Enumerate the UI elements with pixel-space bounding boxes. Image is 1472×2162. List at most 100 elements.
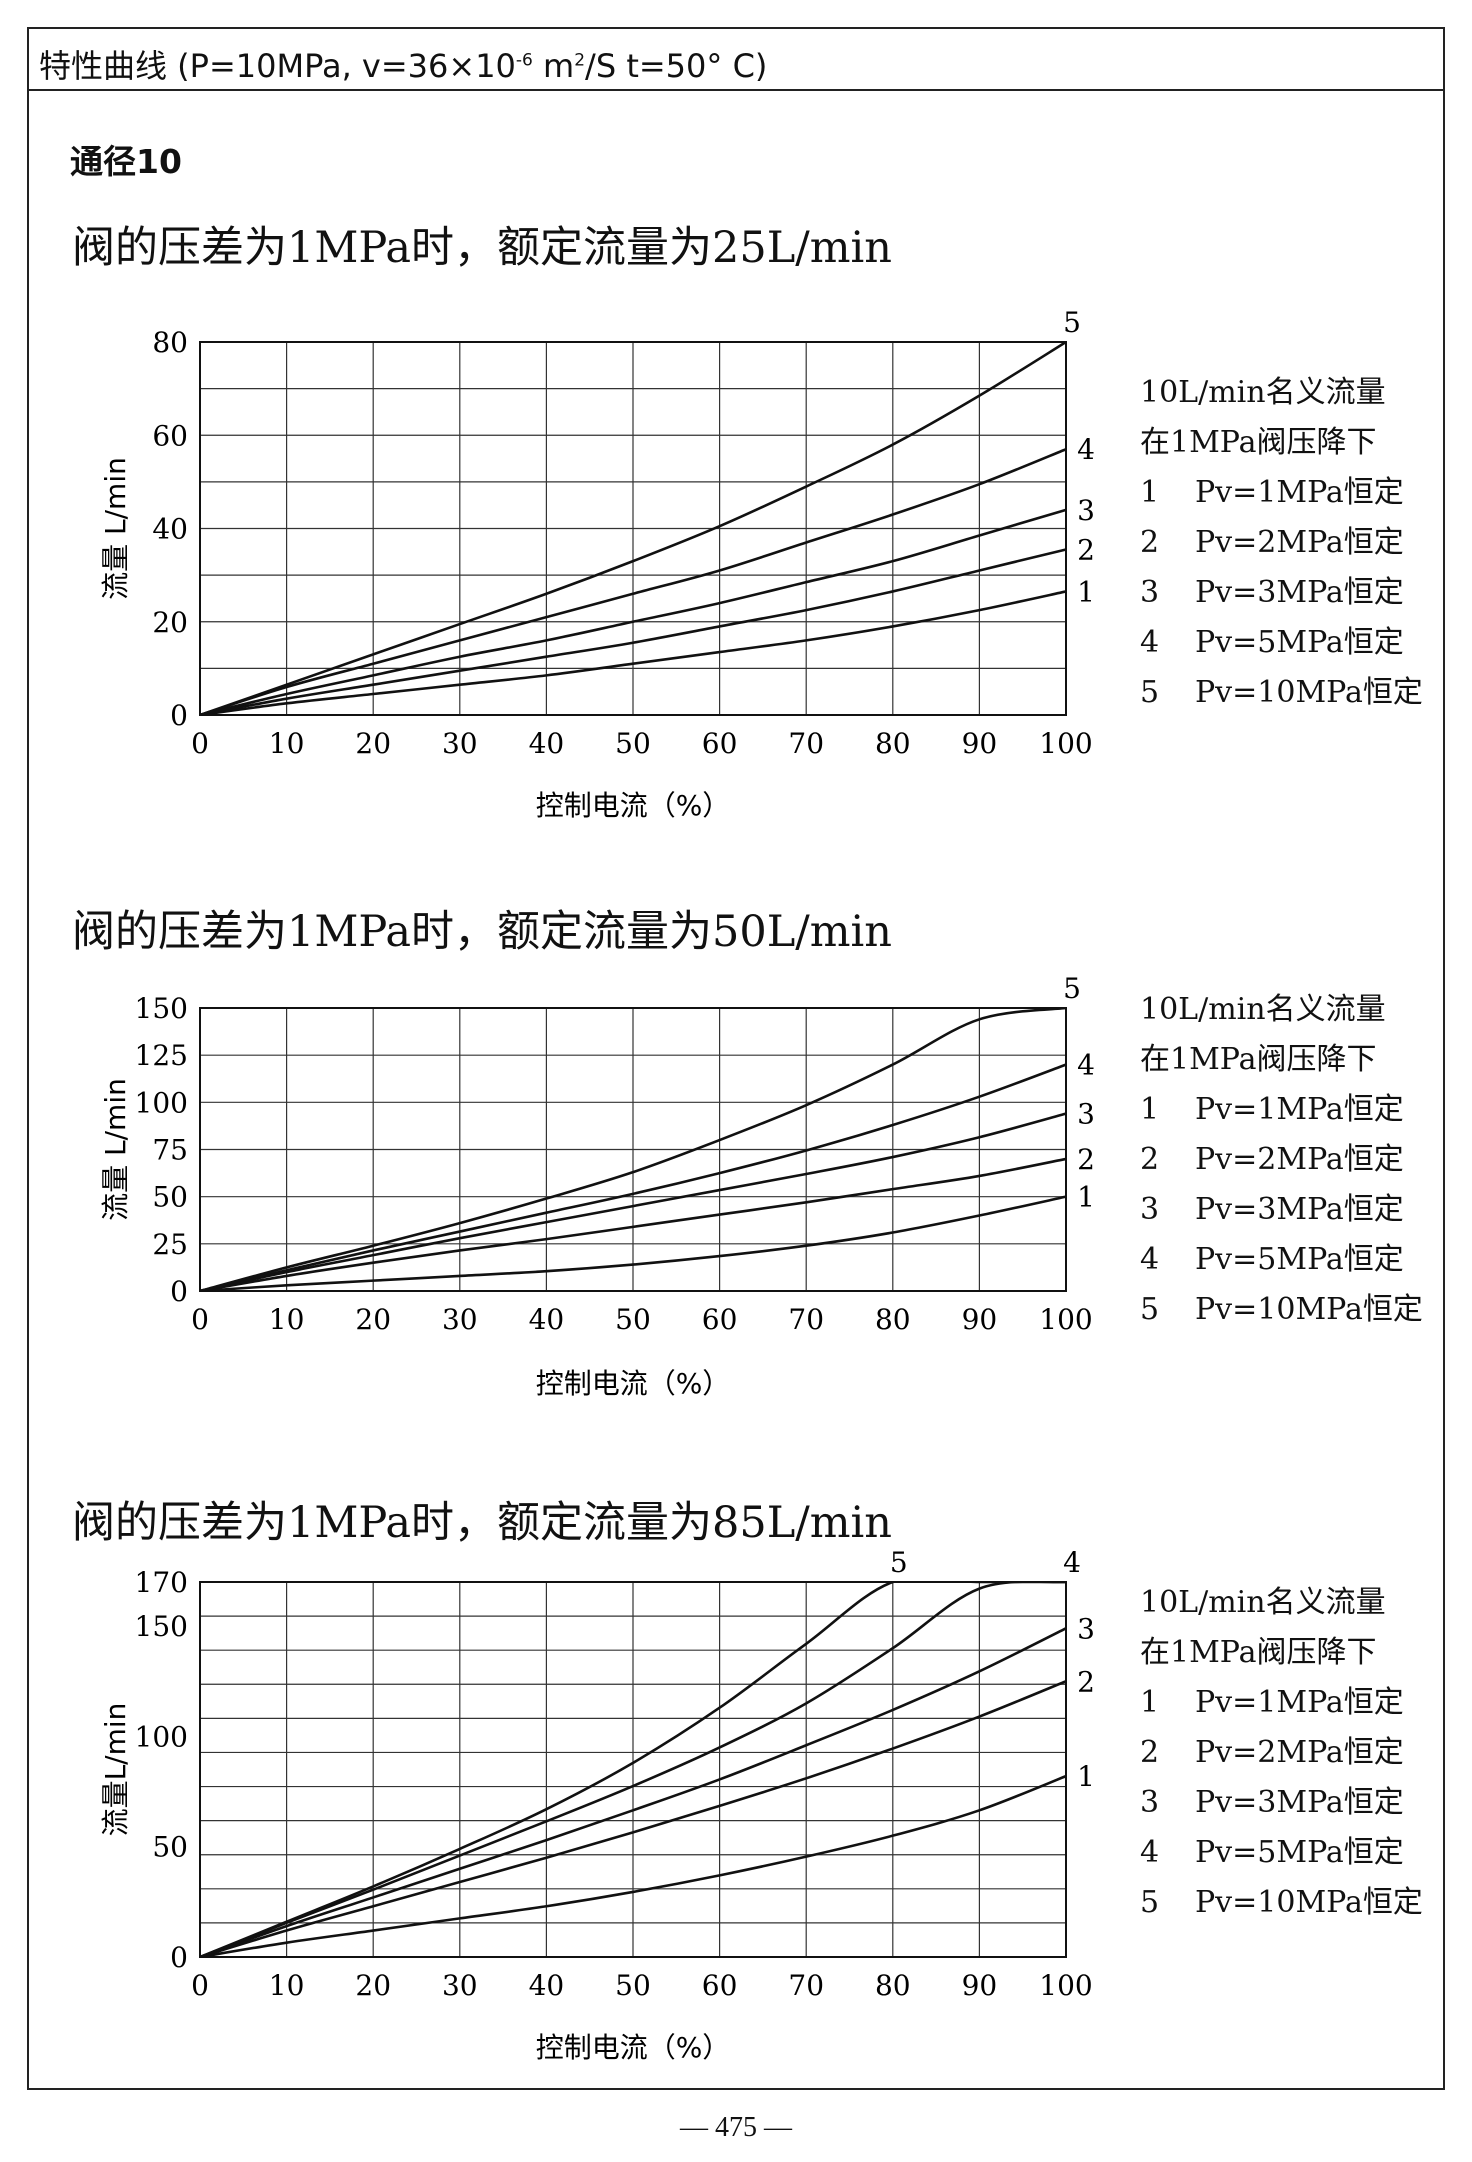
legend-item-1: 1 Pv=1MPa恒定 (1140, 1092, 1404, 1127)
x-tick-label: 80 (875, 1969, 911, 2002)
y-tick-label: 60 (152, 419, 188, 452)
y-tick-label: 100 (135, 1720, 188, 1753)
x-tick-label: 50 (615, 1969, 651, 2002)
series-line-4 (200, 1581, 1067, 1958)
x-axis-label: 控制电流（%） (536, 1367, 731, 1400)
plot-frame (199, 1581, 1067, 1958)
x-tick-label: 70 (788, 1303, 824, 1336)
legend-item-1: 1 Pv=1MPa恒定 (1140, 475, 1404, 510)
legend-heading-1: 10L/min名义流量 (1140, 375, 1386, 410)
header-title: 特性曲线 (P=10MPa, v=36×10-6 m2/S t=50° C) (39, 47, 768, 85)
grid (199, 1008, 1067, 1291)
x-tick-label: 90 (962, 1969, 998, 2002)
x-tick-label: 40 (529, 727, 565, 760)
series-label-2: 2 (1077, 1143, 1095, 1176)
chart-1-heading: 阀的压差为1MPa时，额定流量为25L/min (72, 223, 893, 273)
chart-2-legend: 10L/min名义流量 在1MPa阀压降下 1 Pv=1MPa恒定 2 Pv=2MP… (1140, 985, 1423, 1335)
x-tick-label: 0 (191, 1303, 209, 1336)
y-tick-label: 75 (152, 1134, 188, 1167)
x-tick-label: 10 (269, 1303, 305, 1336)
x-axis-label: 控制电流（%） (536, 789, 731, 822)
y-tick-label: 0 (170, 1275, 188, 1308)
legend-item-2: 2 Pv=2MPa恒定 (1140, 1735, 1404, 1770)
plot-frame (199, 341, 1067, 716)
x-tick-label: 10 (269, 727, 305, 760)
legend-heading-2: 在1MPa阀压降下 (1140, 1042, 1377, 1077)
x-tick-label: 30 (442, 1969, 478, 2002)
series-line-2 (200, 548, 1067, 716)
x-tick-label: 20 (355, 1303, 391, 1336)
series-label-4: 4 (1077, 1049, 1095, 1082)
series-label-4: 4 (1077, 433, 1095, 466)
chart-2-heading: 阀的压差为1MPa时，额定流量为50L/min (72, 907, 893, 957)
legend-item-5: 5 Pv=10MPa恒定 (1140, 1292, 1423, 1327)
chart-3-heading: 阀的压差为1MPa时，额定流量为85L/min (72, 1498, 893, 1548)
grid (199, 1582, 1067, 1957)
chart-3: 0 10 20 30 40 50 60 70 80 90 100 0 50 100 150 170 控制电流（%… (99, 1546, 1095, 2064)
legend-item-3: 3 Pv=3MPa恒定 (1140, 575, 1404, 610)
x-tick-label: 40 (529, 1303, 565, 1336)
chart-1-legend: 10L/min名义流量 在1MPa阀压降下 1 Pv=1MPa恒定 2 Pv=2MP… (1140, 368, 1423, 718)
section-title: 通径10 (70, 142, 182, 181)
y-axis-label: 流量L/min (99, 1703, 132, 1837)
legend-item-5: 5 Pv=10MPa恒定 (1140, 1885, 1423, 1920)
legend-item-5: 5 Pv=10MPa恒定 (1140, 675, 1423, 710)
x-tick-label: 100 (1039, 727, 1092, 760)
series-line-2 (200, 1157, 1067, 1292)
series-label-3: 3 (1077, 494, 1095, 527)
y-tick-label: 170 (135, 1566, 188, 1599)
y-tick-label: 150 (135, 992, 188, 1025)
legend-item-3: 3 Pv=3MPa恒定 (1140, 1192, 1404, 1227)
legend-item-2: 2 Pv=2MPa恒定 (1140, 1142, 1404, 1177)
series-label-1: 1 (1077, 575, 1095, 608)
series-label-5: 5 (1063, 972, 1081, 1005)
x-tick-label: 80 (875, 1303, 911, 1336)
x-tick-label: 100 (1039, 1969, 1092, 2002)
legend-heading-1: 10L/min名义流量 (1140, 992, 1386, 1027)
legend-item-1: 1 Pv=1MPa恒定 (1140, 1685, 1404, 1720)
legend-item-4: 4 Pv=5MPa恒定 (1140, 625, 1404, 660)
series-line-1 (200, 1195, 1067, 1292)
series-line-5 (200, 1007, 1067, 1292)
y-tick-label: 40 (152, 513, 188, 546)
series-line-4 (200, 1063, 1067, 1292)
x-tick-label: 90 (962, 727, 998, 760)
x-tick-label: 80 (875, 727, 911, 760)
x-tick-label: 60 (702, 1969, 738, 2002)
y-tick-label: 0 (170, 699, 188, 732)
series-line-1 (200, 1774, 1067, 1958)
y-tick-label: 50 (152, 1181, 188, 1214)
y-tick-label: 100 (135, 1086, 188, 1119)
y-tick-label: 0 (170, 1941, 188, 1974)
page-frame: 特性曲线 (P=10MPa, v=36×10-6 m2/S t=50° C) (27, 27, 1445, 2090)
x-tick-label: 70 (788, 1969, 824, 2002)
x-tick-label: 50 (615, 727, 651, 760)
header-bar: 特性曲线 (P=10MPa, v=36×10-6 m2/S t=50° C) (29, 29, 1443, 91)
x-tick-label: 90 (962, 1303, 998, 1336)
series-label-4: 4 (1063, 1546, 1081, 1579)
series-line-2 (200, 1680, 1067, 1958)
series-line-4 (200, 448, 1067, 716)
y-tick-label: 150 (135, 1610, 188, 1643)
series-label-2: 2 (1077, 1665, 1095, 1698)
series-line-3 (200, 1627, 1067, 1958)
plot-frame (199, 1007, 1067, 1292)
x-tick-label: 40 (529, 1969, 565, 2002)
series-line-3 (200, 508, 1067, 716)
grid (199, 342, 1067, 715)
legend-item-2: 2 Pv=2MPa恒定 (1140, 525, 1404, 560)
legend-heading-2: 在1MPa阀压降下 (1140, 1635, 1377, 1670)
x-tick-label: 60 (702, 1303, 738, 1336)
y-tick-label: 50 (152, 1831, 188, 1864)
chart-2: 0 10 20 30 40 50 60 70 80 90 1000255075100125150控制… (99, 972, 1095, 1400)
y-axis-label: 流量 L/min (99, 1078, 132, 1221)
x-tick-label: 100 (1039, 1303, 1092, 1336)
x-tick-label: 0 (191, 727, 209, 760)
y-tick-label: 125 (135, 1039, 188, 1072)
series-label-1: 1 (1077, 1760, 1095, 1793)
series-line-5 (200, 341, 1067, 716)
x-tick-label: 20 (355, 1969, 391, 2002)
legend-heading-2: 在1MPa阀压降下 (1140, 425, 1377, 460)
series-label-3: 3 (1077, 1098, 1095, 1131)
legend-item-4: 4 Pv=5MPa恒定 (1140, 1835, 1404, 1870)
